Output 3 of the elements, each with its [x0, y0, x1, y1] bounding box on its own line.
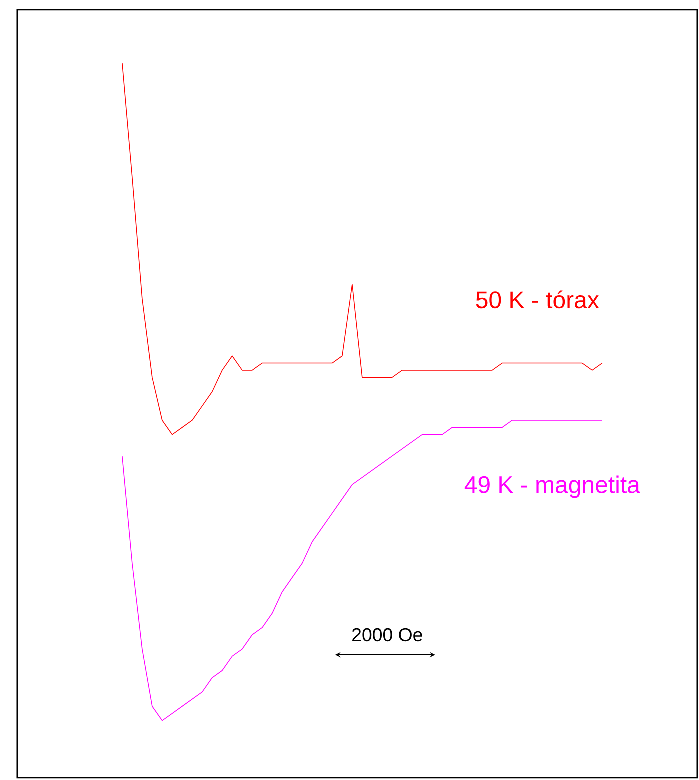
series-label: 49 K - magnetita [464, 476, 640, 498]
annotation: 2000 Oe [352, 628, 422, 642]
text: 50 K - tórax [476, 290, 599, 309]
